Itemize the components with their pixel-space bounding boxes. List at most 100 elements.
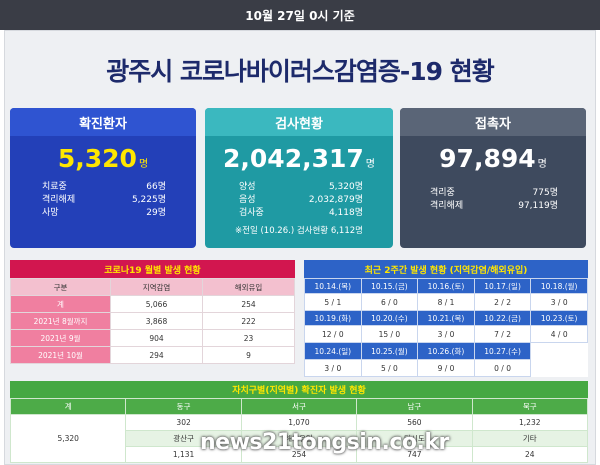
row-value: 97,119명 (518, 201, 558, 211)
contacts-card: 접촉자 97,894 명 격리중 775명 격리해제 97,119명 (400, 108, 586, 248)
confirmed-total-value: 5,320 (57, 144, 137, 173)
district-value: 24 (471, 446, 589, 463)
row-label: 격리해제 (42, 195, 76, 205)
total-value: 5,320 (9, 414, 127, 463)
contacts-breakdown: 격리중 775명 격리해제 97,119명 (400, 187, 586, 213)
date-cell: 10.14.(목) (304, 278, 362, 294)
row-label: 격리중 (430, 188, 455, 198)
district-value: 254 (240, 446, 358, 463)
value-cell: 4 / 0 (530, 325, 588, 343)
overseas-cell: 23 (202, 329, 295, 347)
overseas-cell: 222 (202, 312, 295, 330)
date-row: 10.24.(일) 10.25.(월) 10.26.(화) 10.27.(수) (304, 342, 588, 360)
table-row: 2021년 9월 904 23 (10, 329, 295, 347)
confirmed-total: 5,320 명 (10, 144, 196, 173)
district-table-title: 자치구별(지역별) 확진자 발생 현황 (10, 381, 588, 398)
date-cell: 10.22.(금) (473, 310, 532, 326)
column-header: 해외유입 (202, 278, 295, 296)
district-value: 1,232 (471, 414, 589, 431)
row-value: 775명 (532, 188, 558, 198)
value-cell: 2 / 2 (473, 293, 532, 311)
date-cell: 10.25.(월) (360, 342, 419, 360)
row-value: 5,225명 (131, 195, 166, 205)
row-value: 5,320명 (328, 182, 363, 192)
local-cell: 294 (110, 346, 203, 364)
date-cell: 10.19.(화) (304, 310, 362, 326)
district-value: 1,070 (240, 414, 358, 431)
value-cell: 0 / 0 (473, 359, 532, 377)
tests-row-pending: 검사중 4,118명 (239, 207, 363, 220)
date-cell: 10.17.(일) (473, 278, 532, 294)
row-value: 4,118명 (328, 208, 363, 218)
value-cell: 7 / 2 (473, 325, 532, 343)
two-week-table: 10.14.(목) 10.15.(금) 10.16.(토) 10.17.(일) … (304, 278, 588, 377)
date-banner-text: 10월 27일 0시 기준 (245, 8, 355, 23)
date-cell: 10.27.(수) (473, 342, 532, 360)
date-cell: 10.23.(토) (530, 310, 588, 326)
date-cell: 10.26.(화) (417, 342, 475, 360)
total-label: 계 (9, 398, 127, 415)
tests-total-value: 2,042,317 (223, 144, 364, 173)
row-label: 2021년 9월 (10, 329, 111, 347)
table-row: 계 5,066 254 (10, 295, 295, 313)
date-cell: 10.21.(목) (417, 310, 475, 326)
row-value: 66명 (146, 182, 166, 192)
watermark: news21tongsin.co.kr (200, 430, 449, 455)
contacts-total: 97,894 명 (400, 144, 586, 173)
tests-total: 2,042,317 명 (205, 144, 393, 173)
date-row: 10.14.(목) 10.15.(금) 10.16.(토) 10.17.(일) … (304, 278, 588, 294)
date-cell: 10.20.(수) (360, 310, 419, 326)
monthly-table: 구분 지역감염 해외유입 계 5,066 254 2021년 8월까지 3,86… (10, 278, 295, 364)
row-label: 치료중 (42, 182, 67, 192)
district-label: 광산구 (125, 430, 242, 447)
page-title: 광주시 코로나바이러스감염증-19 현황 (106, 57, 495, 86)
tests-row-positive: 양성 5,320명 (239, 181, 363, 194)
date-cell: 10.16.(토) (417, 278, 475, 294)
monthly-table-title: 코로나19 월별 발생 현황 (10, 260, 295, 278)
date-row: 10.19.(화) 10.20.(수) 10.21.(목) 10.22.(금) … (304, 310, 588, 326)
confirmed-total-unit: 명 (138, 159, 149, 170)
overseas-cell: 9 (202, 346, 295, 364)
row-label: 격리해제 (430, 201, 464, 211)
overseas-cell: 254 (202, 295, 295, 313)
row-label: 2021년 8월까지 (10, 312, 111, 330)
row-label: 사망 (42, 208, 59, 218)
value-cell: 6 / 0 (360, 293, 419, 311)
district-value: 560 (356, 414, 473, 431)
local-cell: 5,066 (110, 295, 203, 313)
value-row: 5 / 1 6 / 0 8 / 1 2 / 2 3 / 0 (304, 293, 588, 311)
confirmed-card: 확진환자 5,320 명 치료중 66명 격리해제 5,225명 사망 29명 (10, 108, 196, 248)
date-cell: 10.15.(금) (360, 278, 419, 294)
confirmed-breakdown: 치료중 66명 격리해제 5,225명 사망 29명 (10, 181, 196, 220)
value-cell: 5 / 1 (304, 293, 362, 311)
confirmed-card-header: 확진환자 (10, 108, 196, 136)
district-label: 동구 (125, 398, 242, 415)
table-row: 광산구 해외유입 타시도 기타 (11, 430, 589, 447)
district-table: 계 동구 서구 남구 북구 5,320 302 1,070 560 1,232 … (9, 398, 589, 463)
two-week-table-title: 최근 2주간 발생 현황 (지역감염/해외유입) (304, 260, 588, 278)
value-row: 3 / 0 5 / 0 9 / 0 0 / 0 (304, 359, 588, 377)
value-cell: 3 / 0 (417, 325, 475, 343)
tests-card-header: 검사현황 (205, 108, 393, 136)
two-week-table-panel: 최근 2주간 발생 현황 (지역감염/해외유입) 10.14.(목) 10.15… (304, 260, 588, 377)
value-cell: 9 / 0 (417, 359, 475, 377)
table-row: 2021년 10월 294 9 (10, 346, 295, 364)
value-row: 12 / 0 15 / 0 3 / 0 7 / 2 4 / 0 (304, 325, 588, 343)
date-cell: 10.18.(월) (530, 278, 588, 294)
confirmed-row-released: 격리해제 5,225명 (42, 194, 166, 207)
district-label: 서구 (240, 398, 358, 415)
district-value: 302 (125, 414, 242, 431)
empty-cell (530, 342, 588, 360)
table-header-row: 구분 지역감염 해외유입 (10, 278, 295, 296)
value-cell: 3 / 0 (304, 359, 362, 377)
row-label: 계 (10, 295, 111, 313)
tests-card: 검사현황 2,042,317 명 양성 5,320명 음성 2,032,879명 검사… (205, 108, 393, 248)
confirmed-row-deaths: 사망 29명 (42, 207, 166, 220)
column-header: 지역감염 (110, 278, 203, 296)
date-cell: 10.24.(일) (304, 342, 362, 360)
contacts-total-unit: 명 (537, 159, 547, 170)
contacts-row-isolated: 격리중 775명 (430, 187, 558, 200)
table-row: 2021년 8월까지 3,868 222 (10, 312, 295, 330)
district-label: 북구 (471, 398, 589, 415)
tests-note: ※전일 (10.26.) 검사현황 6,112명 (235, 226, 363, 236)
